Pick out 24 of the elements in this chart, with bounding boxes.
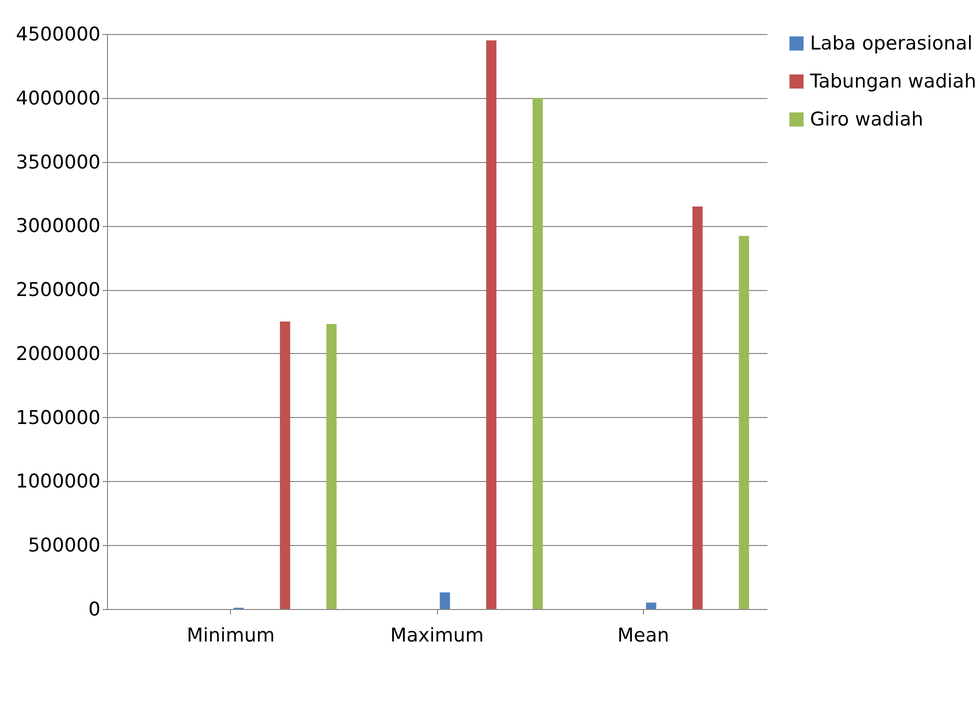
y-tick-label: 4000000 bbox=[16, 87, 100, 110]
legend-label: Giro wadiah bbox=[810, 108, 924, 130]
y-tick-label: 3500000 bbox=[16, 151, 100, 174]
x-tick-label: Mean bbox=[617, 624, 670, 646]
bar bbox=[486, 40, 496, 609]
y-tick-label: 2500000 bbox=[16, 279, 100, 302]
y-tick-label: 500000 bbox=[28, 534, 100, 557]
bar bbox=[440, 592, 450, 609]
x-tick-label: Maximum bbox=[390, 624, 484, 646]
bar bbox=[532, 98, 543, 609]
y-tick-label: 0 bbox=[88, 598, 100, 620]
y-tick-label: 1500000 bbox=[16, 406, 100, 429]
legend-label: Laba operasional bbox=[810, 32, 973, 54]
legend-label: Tabungan wadiah bbox=[809, 70, 976, 92]
y-tick-label: 2000000 bbox=[16, 342, 100, 365]
x-tick-label: Minimum bbox=[186, 624, 275, 646]
y-tick-label: 1000000 bbox=[16, 470, 100, 493]
bar bbox=[738, 236, 750, 609]
y-tick-label: 4500000 bbox=[16, 24, 100, 46]
bar bbox=[280, 322, 290, 609]
bar bbox=[646, 602, 656, 609]
bar bbox=[326, 324, 337, 609]
bar bbox=[692, 206, 703, 609]
y-tick-label: 3000000 bbox=[16, 215, 100, 238]
